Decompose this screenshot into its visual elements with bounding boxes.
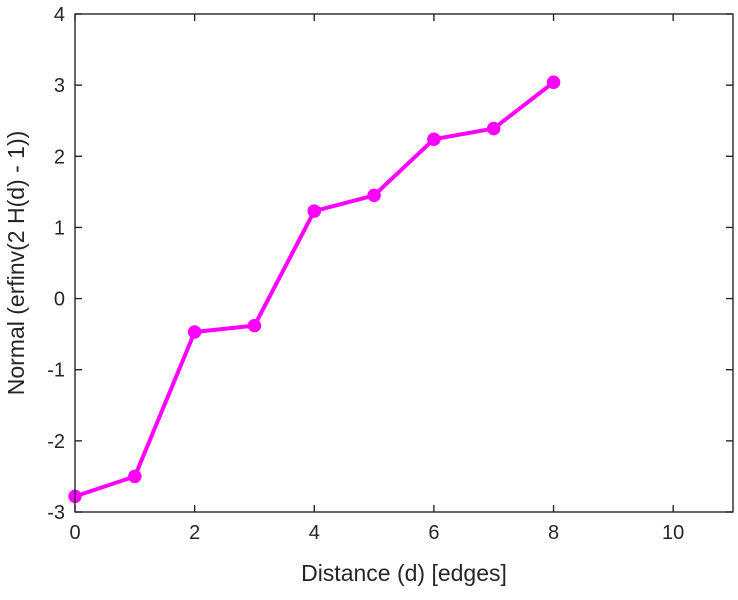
y-tick-label: 2 [54, 146, 65, 168]
data-point [486, 121, 501, 136]
y-tick-label: -3 [47, 502, 65, 524]
x-tick-label: 2 [189, 522, 200, 544]
x-tick-label: 0 [69, 522, 80, 544]
x-axis-label: Distance (d) [edges] [301, 560, 507, 586]
y-tick-label: -1 [47, 360, 65, 382]
x-tick-label: 6 [428, 522, 439, 544]
data-point [427, 132, 441, 146]
y-tick-label: 4 [54, 4, 65, 26]
x-tick-label: 10 [662, 522, 684, 544]
plot-area [75, 14, 733, 512]
data-point [128, 469, 142, 484]
data-point [187, 325, 202, 339]
data-point [247, 318, 262, 333]
x-tick-label: 8 [548, 522, 559, 544]
data-point [367, 188, 381, 203]
data-point [546, 75, 561, 90]
axes-box [74, 13, 734, 513]
y-tick-label: -2 [47, 431, 65, 453]
data-series [68, 75, 561, 504]
y-tick-label: 3 [54, 75, 65, 97]
y-tick-label: 0 [54, 289, 65, 311]
x-tick-label: 4 [309, 522, 320, 544]
y-tick-label: 1 [54, 217, 65, 239]
data-point [307, 204, 322, 218]
y-axis-label: Normal (erfinv(2 H(d) - 1)) [3, 131, 29, 396]
axis-ticks: 0 2 4 6 8 10 -3 -2 -1 0 1 2 3 4 [47, 4, 733, 544]
